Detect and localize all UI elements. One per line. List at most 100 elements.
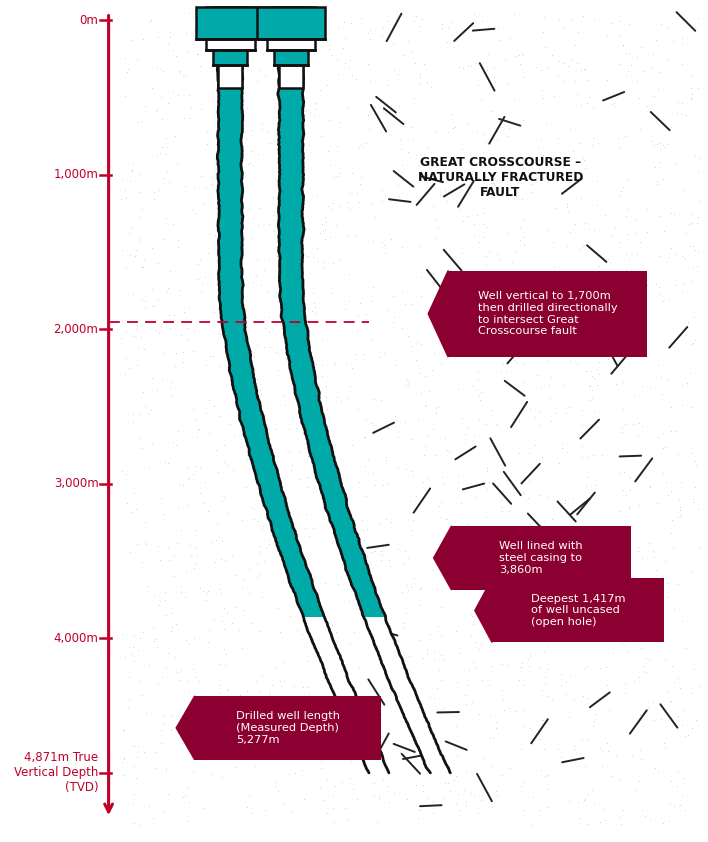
Point	[483, 475, 494, 488]
Point	[441, 35, 452, 49]
Point	[457, 542, 469, 556]
Point	[476, 523, 487, 536]
Point	[263, 728, 274, 742]
Point	[620, 488, 632, 502]
Point	[571, 88, 583, 101]
Point	[468, 618, 479, 632]
Point	[229, 600, 241, 614]
Point	[240, 132, 251, 146]
Point	[588, 13, 600, 26]
Point	[547, 49, 558, 62]
Point	[481, 63, 493, 77]
Point	[519, 679, 530, 692]
Point	[194, 59, 205, 72]
Point	[508, 354, 520, 367]
Point	[628, 598, 639, 611]
Point	[659, 554, 670, 568]
Point	[481, 308, 492, 322]
Point	[270, 775, 282, 789]
Point	[188, 325, 200, 338]
Point	[201, 125, 212, 139]
Point	[542, 782, 553, 796]
Point	[580, 792, 591, 806]
Point	[471, 550, 482, 563]
Point	[450, 351, 461, 365]
Point	[298, 98, 309, 111]
Point	[352, 402, 363, 416]
Point	[614, 774, 625, 787]
Point	[403, 378, 414, 392]
Point	[237, 154, 249, 168]
Point	[166, 389, 177, 402]
Point	[498, 594, 509, 607]
Point	[480, 136, 491, 149]
Point	[587, 720, 598, 733]
Point	[154, 184, 165, 197]
Point	[443, 445, 455, 459]
Point	[128, 654, 139, 668]
Point	[201, 586, 212, 600]
Point	[572, 500, 583, 514]
Point	[255, 387, 266, 401]
Point	[687, 274, 698, 288]
Point	[565, 226, 576, 239]
Point	[511, 280, 523, 294]
Point	[428, 692, 440, 706]
Point	[578, 153, 589, 167]
Point	[652, 178, 663, 191]
Point	[152, 294, 164, 307]
Point	[668, 207, 680, 221]
Point	[282, 120, 293, 134]
Point	[188, 467, 199, 481]
Point	[607, 610, 619, 623]
Point	[473, 707, 484, 721]
Point	[131, 538, 142, 552]
Point	[587, 525, 598, 538]
Point	[449, 120, 460, 133]
Point	[535, 764, 547, 777]
Point	[418, 56, 430, 70]
Point	[561, 184, 572, 198]
Point	[424, 734, 435, 748]
Point	[529, 410, 540, 424]
Point	[556, 289, 567, 302]
Point	[354, 476, 365, 489]
Point	[358, 317, 370, 331]
Point	[194, 486, 205, 499]
Point	[360, 459, 371, 472]
Point	[620, 629, 631, 642]
Point	[236, 513, 248, 526]
Point	[326, 49, 337, 62]
Point	[691, 459, 702, 472]
Point	[509, 244, 520, 258]
Point	[686, 216, 697, 230]
Point	[314, 616, 326, 630]
Point	[658, 737, 670, 750]
Point	[537, 148, 549, 162]
Point	[254, 625, 266, 638]
Point	[430, 214, 441, 227]
Polygon shape	[176, 696, 195, 759]
Point	[636, 419, 647, 433]
Point	[356, 513, 367, 526]
Point	[636, 641, 647, 654]
Point	[382, 78, 393, 92]
Point	[301, 438, 312, 451]
Point	[206, 727, 217, 740]
Point	[644, 481, 656, 494]
Point	[212, 721, 223, 734]
Point	[552, 743, 564, 756]
Point	[539, 770, 550, 783]
Point	[692, 502, 704, 515]
Point	[417, 652, 428, 665]
Point	[660, 652, 671, 665]
Point	[155, 319, 166, 333]
Point	[209, 614, 220, 627]
Point	[335, 394, 346, 408]
Point	[486, 607, 497, 621]
Point	[573, 795, 584, 808]
Point	[409, 572, 420, 585]
Point	[166, 375, 178, 388]
Point	[171, 665, 182, 679]
Point	[193, 725, 204, 738]
